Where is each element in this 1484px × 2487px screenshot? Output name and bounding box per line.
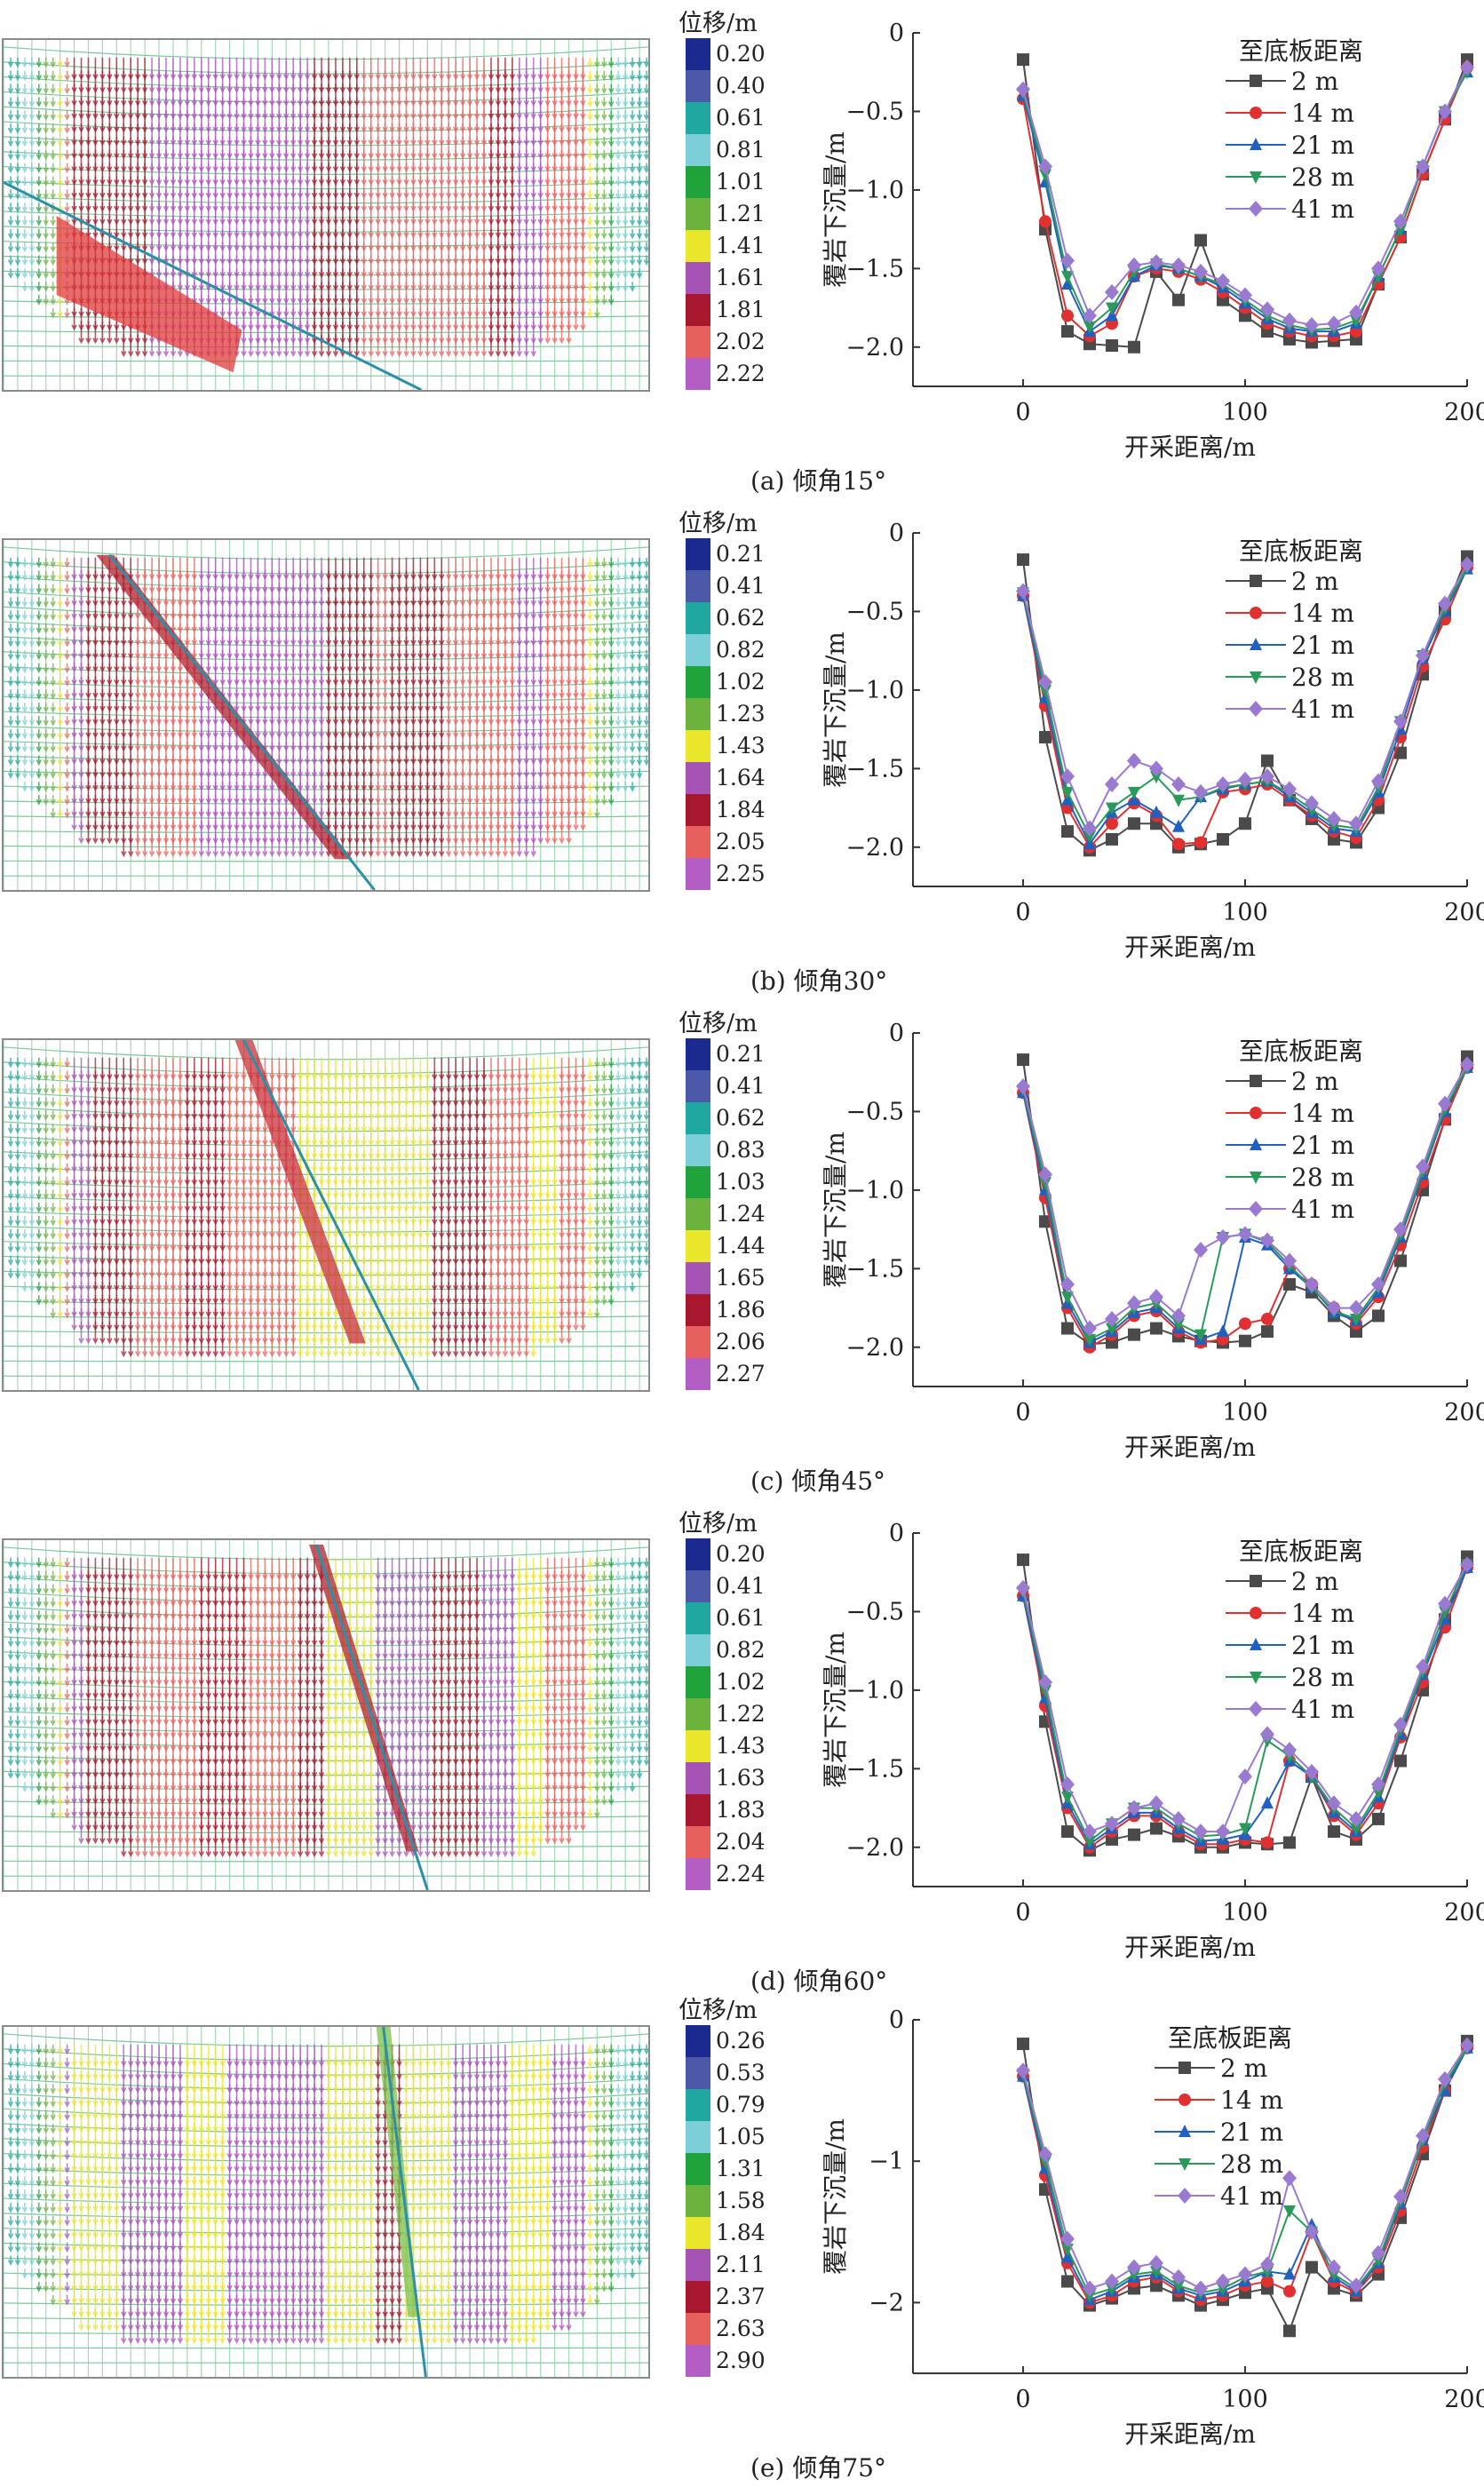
data-point (1261, 754, 1274, 767)
y-tick-label: −1.0 (845, 177, 904, 204)
legend-label: 41 m (1291, 695, 1354, 724)
data-point (1194, 836, 1207, 848)
legend-label: 2 m (1291, 67, 1338, 96)
y-tick-label: −2.0 (845, 834, 904, 862)
data-point (1128, 341, 1140, 354)
x-axis-label: 开采距离/m (1124, 433, 1256, 462)
series-line (1023, 569, 1467, 845)
series-line (1023, 568, 1467, 847)
data-point (1061, 825, 1074, 838)
legend-label: 21 m (1291, 131, 1354, 160)
legend-marker (1250, 107, 1262, 119)
legend-marker (1250, 607, 1262, 619)
legend-label: 28 m (1291, 663, 1354, 692)
y-tick-label: 0 (889, 20, 904, 47)
legend-label: 41 m (1291, 195, 1354, 224)
x-tick-label: 200 (1444, 899, 1484, 926)
data-point (1039, 215, 1051, 227)
legend-label: 28 m (1291, 163, 1354, 192)
data-point (1217, 833, 1229, 846)
data-point (1172, 294, 1185, 306)
data-point (1149, 760, 1163, 776)
data-point (1194, 234, 1207, 246)
data-point (1017, 553, 1029, 566)
series-line (1023, 68, 1467, 325)
y-tick-label: 0 (889, 520, 904, 547)
panel-caption: (a) 倾角15° (750, 462, 886, 497)
y-tick-label: −1.0 (845, 677, 904, 704)
y-tick-label: −2.0 (845, 334, 904, 362)
data-point (1061, 325, 1074, 338)
data-point (1349, 305, 1363, 321)
legend-marker (1249, 201, 1263, 217)
x-tick-label: 100 (1222, 399, 1268, 426)
x-tick-label: 0 (1015, 899, 1030, 926)
legend-label: 14 m (1291, 99, 1354, 128)
y-tick-label: −0.5 (845, 598, 904, 625)
data-point (1017, 53, 1029, 66)
data-point (1128, 787, 1140, 799)
series-line (1023, 557, 1467, 851)
data-point (1039, 731, 1051, 743)
y-axis-label: 覆岩下沉量/m (821, 632, 850, 788)
data-point (1106, 833, 1118, 846)
legend-title: 至底板距离 (1239, 536, 1363, 566)
y-axis-label: 覆岩下沉量/m (821, 131, 850, 288)
x-axis-label: 开采距离/m (1124, 933, 1256, 962)
data-point (1238, 287, 1252, 303)
settlement-line-chart: 0 −0.5 −1.0 −1.5 −2.0 0 100 200 开采距离/m 覆岩下沉量/m 至底板… (0, 500, 1484, 1000)
series-41m (1016, 60, 1474, 333)
legend-label: 21 m (1291, 631, 1354, 660)
x-tick-label: 100 (1222, 899, 1268, 926)
legend-label: 14 m (1291, 599, 1354, 628)
series-2m (1017, 551, 1473, 857)
series-line (1023, 568, 1467, 837)
data-point (1106, 339, 1118, 352)
legend-title: 至底板距离 (1239, 36, 1363, 66)
data-point (1128, 817, 1140, 830)
y-tick-label: −0.5 (845, 98, 904, 125)
x-tick-label: 200 (1444, 399, 1484, 426)
x-tick-label: 0 (1015, 399, 1030, 426)
data-point (1239, 817, 1251, 830)
legend-marker (1250, 575, 1262, 587)
data-point (1061, 309, 1074, 322)
legend-marker (1249, 701, 1263, 717)
panel-caption: (b) 倾角30° (750, 962, 887, 997)
y-tick-label: −1.5 (845, 755, 904, 783)
settlement-line-chart: 0 −0.5 −1.0 −1.5 −2.0 0 100 200 开采距离/m 覆岩下沉量/m 至底板… (0, 0, 1484, 500)
data-point (1172, 795, 1185, 807)
data-point (1172, 838, 1185, 850)
data-point (1171, 776, 1186, 792)
y-tick-label: −1.5 (845, 255, 904, 282)
legend-marker (1250, 75, 1262, 87)
series-21m (1017, 562, 1473, 850)
series-28m (1017, 562, 1473, 843)
legend-label: 2 m (1291, 567, 1338, 596)
